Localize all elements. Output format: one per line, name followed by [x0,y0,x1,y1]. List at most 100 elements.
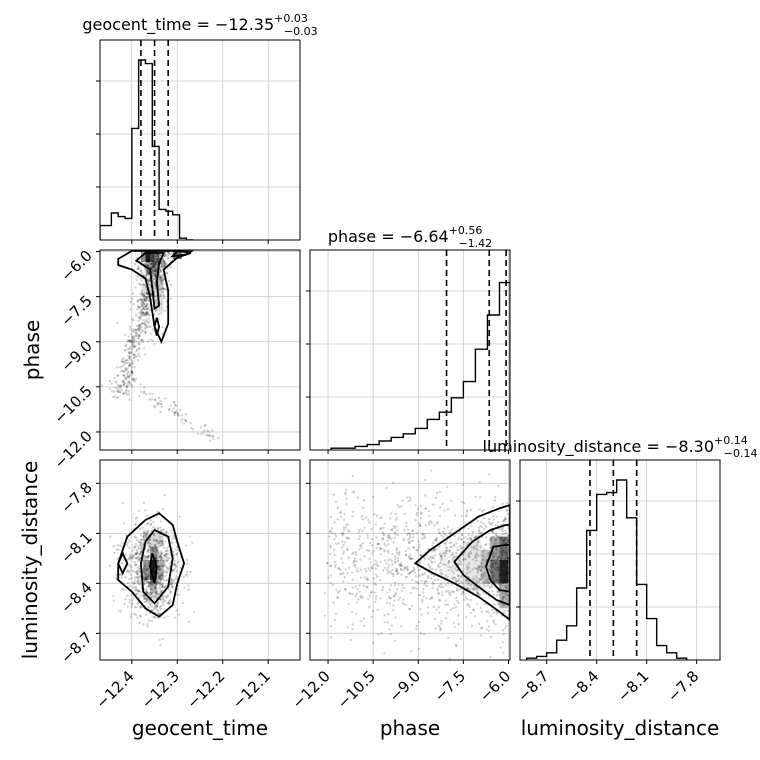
density-cell [490,560,500,584]
sample-point [471,587,475,591]
sample-point [402,537,406,541]
sample-point [329,565,332,568]
sample-point [376,608,379,611]
sample-point [131,335,135,339]
sample-point [387,543,390,546]
sample-point [155,591,158,595]
sample-point [135,278,138,282]
sample-point [448,549,451,552]
sample-point [482,508,486,512]
sample-point [162,600,165,603]
sample-point [145,591,148,594]
sample-point [134,344,137,348]
sample-point [150,398,153,401]
sample-point [140,280,143,283]
sample-point [392,594,395,598]
sample-point [160,585,164,588]
sample-point [165,547,168,550]
sample-point [126,569,129,572]
sample-point [445,485,449,489]
sample-point [146,598,149,601]
sample-point [136,576,140,580]
sample-point [383,533,386,537]
sample-point [139,605,142,608]
sample-point [460,580,463,583]
sample-point [151,583,154,587]
sample-point [191,427,195,431]
sample-point [169,404,172,408]
sample-point [433,617,437,621]
sample-point [162,560,165,563]
sample-point [144,577,148,581]
sample-point [484,578,488,582]
sample-point [415,532,419,535]
sample-point [170,583,173,586]
sample-point [483,571,486,575]
sample-point [141,289,144,292]
sample-point [359,568,362,571]
sample-point [332,548,336,552]
sample-point [128,584,131,588]
sample-point [467,533,471,536]
sample-point [133,581,136,585]
sample-point [149,332,152,335]
sample-point [407,532,410,535]
sample-point [153,270,156,273]
sample-point [440,622,443,625]
sample-point [130,338,134,342]
sample-point [165,299,168,303]
sample-point [452,576,455,579]
sample-point [358,528,361,532]
sample-point [337,567,340,570]
sample-point [333,560,336,564]
sample-point [407,556,411,559]
sample-point [137,342,141,345]
sample-point [451,589,455,593]
sample-point [137,324,141,327]
sample-point [440,572,444,576]
sample-point [486,584,489,587]
sample-point [403,529,406,532]
sample-point [344,588,347,591]
sample-point [167,251,170,254]
sample-point [475,577,479,580]
sample-point [370,544,374,547]
sample-point [487,567,491,571]
sample-point [501,591,504,595]
sample-point [122,357,125,360]
sample-point [127,335,131,338]
sample-point [142,282,146,286]
sample-point [456,548,460,552]
sample-point [417,620,421,624]
sample-point [147,555,150,558]
sample-point [419,553,422,556]
sample-point [351,510,355,513]
sample-point [374,567,377,570]
sample-point [168,598,172,601]
sample-point [406,569,409,572]
sample-point [112,390,116,393]
sample-point [128,339,131,342]
sample-point [146,307,149,310]
sample-point [147,522,150,525]
sample-point [142,305,146,308]
sample-point [126,374,130,378]
sample-point [124,333,127,337]
sample-point [391,568,394,572]
sample-point [375,563,379,567]
sample-point [414,580,418,583]
sample-point [502,596,506,599]
sample-point [148,585,152,588]
sample-point [142,297,146,301]
sample-point [346,572,349,575]
sample-point [484,524,487,527]
sample-point [376,542,379,546]
sample-point [147,584,150,588]
sample-point [147,575,150,579]
sample-point [333,537,336,541]
sample-point [152,538,156,541]
sample-point [419,554,422,557]
sample-point [161,563,165,567]
sample-point [152,547,156,551]
sample-point [143,564,147,567]
